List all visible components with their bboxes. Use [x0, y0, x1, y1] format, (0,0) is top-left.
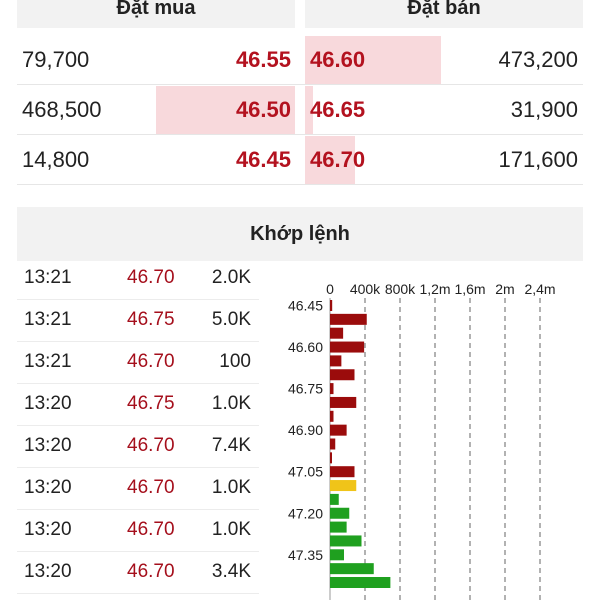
trade-row[interactable]: 13:20 46.70 7.4K — [17, 425, 259, 468]
volume-bar — [330, 313, 367, 325]
sell-depth-bar — [305, 86, 313, 134]
trade-time: 13:20 — [24, 435, 72, 456]
buy-header: Đặt mua — [17, 0, 295, 28]
trade-row[interactable]: 13:21 46.70 100 — [17, 341, 259, 384]
trade-price: 46.70 — [127, 519, 175, 540]
x-tick-label: 800k — [385, 281, 416, 297]
trade-volume: 1.0K — [211, 477, 251, 498]
trade-volume: 3.4K — [211, 561, 251, 582]
trade-volume: 1.0K — [211, 393, 251, 414]
trade-row[interactable]: 13:21 46.75 5.0K — [17, 299, 259, 342]
trade-time: 13:20 — [24, 477, 72, 498]
order-row[interactable]: 79,700 46.55 46.60 473,200 — [17, 36, 583, 85]
volume-bar — [330, 396, 357, 408]
volume-bar — [330, 369, 355, 381]
volume-bar — [330, 383, 334, 395]
trade-time: 13:20 — [24, 519, 72, 540]
sell-volume: 31,900 — [510, 97, 578, 122]
trade-volume: 100 — [219, 351, 251, 372]
volume-bar — [330, 480, 357, 492]
buy-price: 46.55 — [235, 47, 291, 72]
volume-bar — [330, 563, 374, 575]
buy-depth-bar — [156, 86, 295, 134]
order-row[interactable]: 468,500 46.50 46.65 31,900 — [17, 86, 583, 135]
trade-time: 13:21 — [24, 351, 72, 372]
trade-price: 46.70 — [127, 477, 175, 498]
y-tick-label: 46.90 — [288, 422, 323, 438]
buy-volume: 14,800 — [22, 147, 90, 172]
trade-row[interactable]: 13:20 46.70 1.0K — [17, 509, 259, 552]
buy-volume: 468,500 — [22, 97, 102, 122]
buy-price: 46.50 — [235, 97, 291, 122]
volume-bar — [330, 300, 333, 311]
volume-bar — [330, 355, 342, 367]
trade-price: 46.70 — [127, 435, 175, 456]
volume-bar — [330, 521, 347, 533]
trade-volume: 5.0K — [211, 309, 251, 330]
trade-price: 46.75 — [127, 309, 175, 330]
volume-bar — [330, 535, 362, 547]
x-tick-label: 1,2m — [419, 281, 450, 297]
volume-bar — [330, 424, 347, 436]
trade-volume: 2.0K — [211, 267, 251, 288]
trade-price: 46.70 — [127, 561, 175, 582]
sell-depth-bar — [305, 36, 441, 84]
trade-row[interactable]: 13:20 46.70 3.4K — [17, 551, 259, 594]
x-tick-label: 1,6m — [454, 281, 485, 297]
volume-bar — [330, 327, 344, 339]
trade-row[interactable]: 13:20 46.75 1.0K — [17, 383, 259, 426]
trade-price: 46.75 — [127, 393, 175, 414]
buy-price: 46.45 — [235, 147, 291, 172]
y-tick-label: 46.45 — [288, 298, 323, 314]
volume-bar — [330, 466, 355, 478]
x-tick-label: 2m — [495, 281, 514, 297]
sell-depth-bar — [305, 136, 355, 184]
volume-bar — [330, 438, 336, 450]
y-tick-label: 46.60 — [288, 339, 323, 355]
sell-header: Đặt bán — [305, 0, 583, 28]
order-row[interactable]: 14,800 46.45 46.70 171,600 — [17, 136, 583, 185]
x-tick-label: 0 — [326, 281, 334, 297]
trade-time: 13:20 — [24, 561, 72, 582]
trade-volume: 1.0K — [211, 519, 251, 540]
trade-price: 46.70 — [127, 351, 175, 372]
trade-row[interactable]: 13:21 46.70 2.0K — [17, 257, 259, 300]
sell-price: 46.65 — [310, 97, 366, 122]
volume-bar — [330, 493, 339, 505]
volume-bar — [330, 549, 344, 561]
y-tick-label: 46.75 — [288, 381, 323, 397]
volume-bar — [330, 452, 332, 464]
volume-by-price-chart: 0 400k 800k 1,2m 1,6m 2m 2,4m 46.45 46.60 46.75 46… — [288, 281, 556, 600]
trade-row[interactable]: 13:20 46.70 1.0K — [17, 467, 259, 510]
volume-bar — [330, 577, 391, 588]
trade-time: 13:21 — [24, 267, 72, 288]
y-tick-label: 47.20 — [288, 505, 323, 521]
y-tick-label: 47.35 — [288, 547, 323, 563]
buy-volume: 79,700 — [22, 47, 90, 72]
trade-time: 13:20 — [24, 393, 72, 414]
volume-bar — [330, 410, 334, 422]
sell-volume: 171,600 — [498, 147, 578, 172]
matched-orders-title: Khớp lệnh — [17, 207, 583, 261]
sell-price: 46.70 — [310, 147, 366, 172]
volume-bar — [330, 341, 365, 353]
y-tick-label: 47.05 — [288, 464, 323, 480]
sell-volume: 473,200 — [498, 47, 578, 72]
sell-price: 46.60 — [310, 47, 366, 72]
trade-price: 46.70 — [127, 267, 175, 288]
volume-bar — [330, 507, 350, 519]
x-tick-label: 400k — [350, 281, 381, 297]
trade-time: 13:21 — [24, 309, 72, 330]
trade-volume: 7.4K — [211, 435, 251, 456]
x-tick-label: 2,4m — [524, 281, 555, 297]
